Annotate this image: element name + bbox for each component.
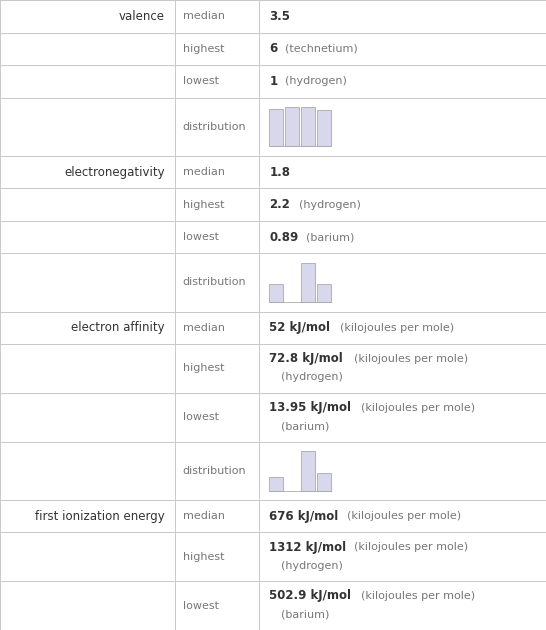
Text: 1.8: 1.8 — [269, 166, 290, 178]
Text: lowest: lowest — [183, 600, 219, 610]
Text: 502.9 kJ/mol: 502.9 kJ/mol — [269, 589, 351, 602]
Bar — [269, 109, 283, 147]
Text: (barium): (barium) — [281, 609, 330, 619]
Text: 1: 1 — [269, 75, 277, 88]
Bar — [317, 110, 331, 147]
Text: lowest: lowest — [183, 412, 219, 422]
Text: 13.95 kJ/mol: 13.95 kJ/mol — [269, 401, 351, 414]
Text: distribution: distribution — [183, 466, 246, 476]
Text: distribution: distribution — [183, 277, 246, 287]
Bar — [301, 107, 316, 147]
Bar — [301, 451, 316, 491]
Text: (kilojoules per mole): (kilojoules per mole) — [353, 591, 474, 601]
Bar — [301, 263, 316, 302]
Text: 676 kJ/mol: 676 kJ/mol — [269, 510, 339, 523]
Text: distribution: distribution — [183, 122, 246, 132]
Text: valence: valence — [118, 9, 165, 23]
Text: highest: highest — [183, 44, 224, 54]
Text: 6: 6 — [269, 42, 277, 55]
Text: 2.2: 2.2 — [269, 198, 290, 211]
Text: (hydrogen): (hydrogen) — [292, 200, 361, 210]
Text: highest: highest — [183, 552, 224, 562]
Text: 0.89: 0.89 — [269, 231, 299, 244]
Text: 72.8 kJ/mol: 72.8 kJ/mol — [269, 352, 343, 365]
Text: 3.5: 3.5 — [269, 9, 290, 23]
Text: electron affinity: electron affinity — [71, 321, 165, 335]
Bar — [269, 477, 283, 491]
Text: (kilojoules per mole): (kilojoules per mole) — [340, 511, 461, 521]
Text: median: median — [183, 167, 225, 177]
Text: 1312 kJ/mol: 1312 kJ/mol — [269, 541, 347, 554]
Text: (hydrogen): (hydrogen) — [278, 76, 347, 86]
Text: lowest: lowest — [183, 76, 219, 86]
Text: median: median — [183, 323, 225, 333]
Text: electronegativity: electronegativity — [64, 166, 165, 178]
Text: (hydrogen): (hydrogen) — [281, 561, 343, 571]
Text: (technetium): (technetium) — [278, 44, 358, 54]
Bar — [317, 285, 331, 302]
Text: highest: highest — [183, 200, 224, 210]
Text: (kilojoules per mole): (kilojoules per mole) — [347, 353, 468, 364]
Text: lowest: lowest — [183, 232, 219, 242]
Text: (kilojoules per mole): (kilojoules per mole) — [353, 403, 474, 413]
Text: median: median — [183, 11, 225, 21]
Text: first ionization energy: first ionization energy — [35, 510, 165, 523]
Bar — [286, 107, 299, 147]
Text: 52 kJ/mol: 52 kJ/mol — [269, 321, 330, 335]
Bar — [317, 472, 331, 491]
Text: (kilojoules per mole): (kilojoules per mole) — [347, 542, 468, 552]
Bar — [269, 285, 283, 302]
Text: (barium): (barium) — [299, 232, 354, 242]
Text: highest: highest — [183, 364, 224, 374]
Text: median: median — [183, 511, 225, 521]
Text: (kilojoules per mole): (kilojoules per mole) — [333, 323, 454, 333]
Text: (hydrogen): (hydrogen) — [281, 372, 343, 382]
Text: (barium): (barium) — [281, 421, 330, 431]
